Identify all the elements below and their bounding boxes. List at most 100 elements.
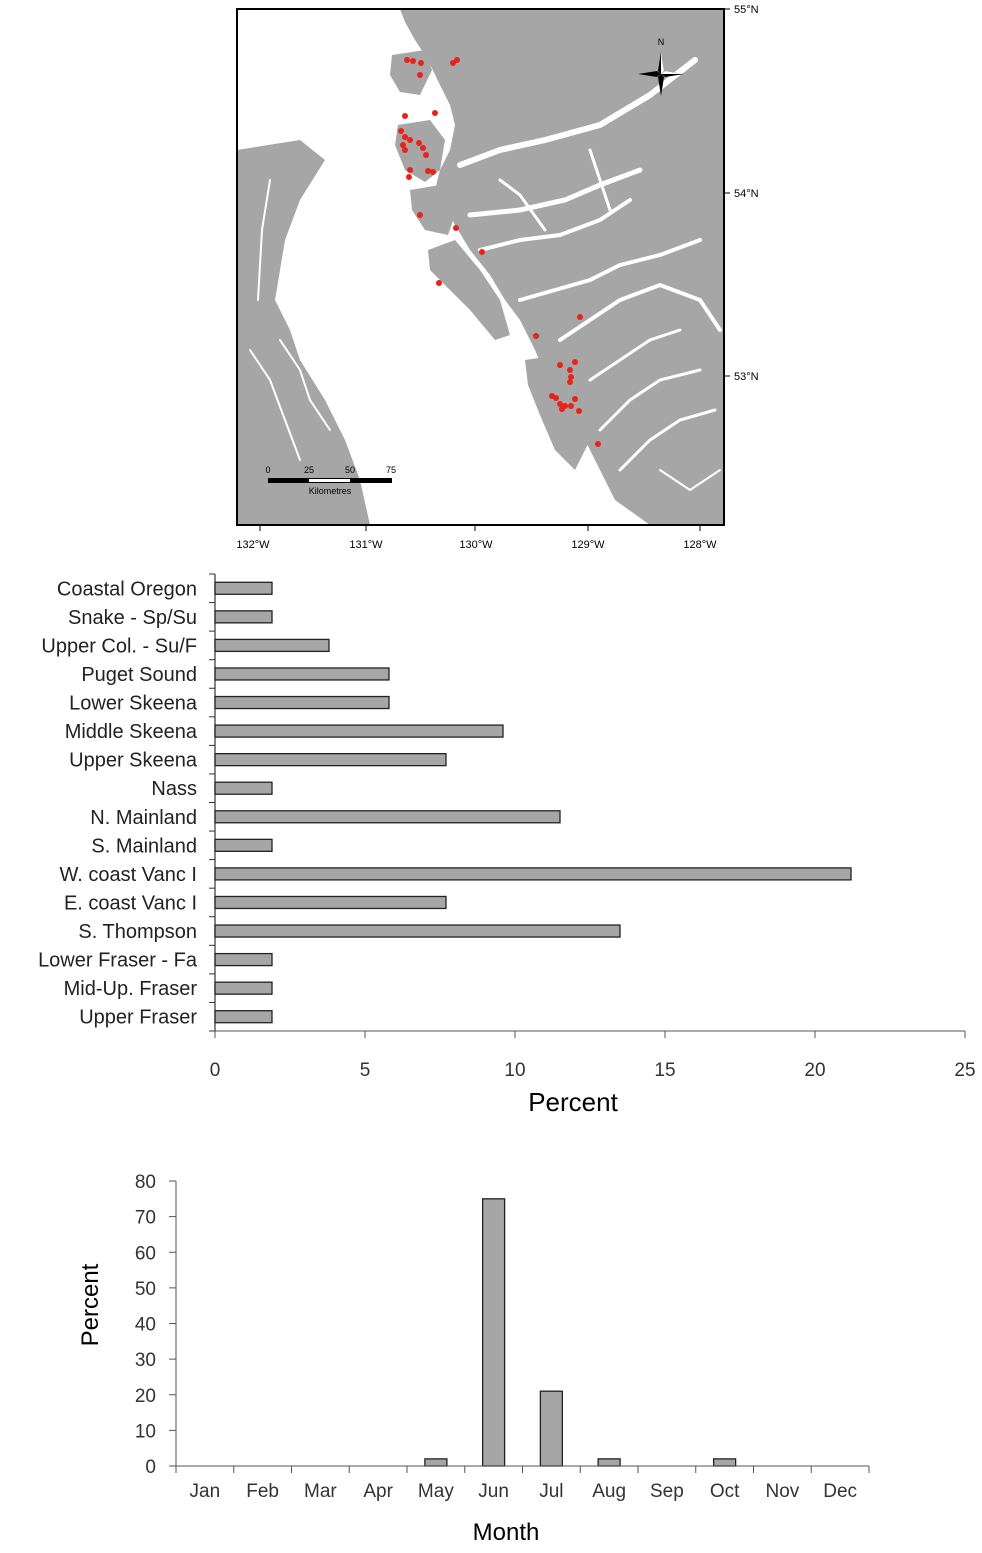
map-frame <box>236 8 725 526</box>
x-tick-label: Jul <box>539 1481 563 1502</box>
scale-unit-label: Kilometres <box>309 486 352 496</box>
x-tick-label: Nov <box>765 1481 799 1502</box>
bar-e-coast-vanc-i <box>214 895 447 910</box>
island-haida-gwaii <box>237 140 370 525</box>
mainland-landmass <box>400 9 724 525</box>
bar-puget-sound <box>214 667 390 681</box>
category-label: Upper Skeena <box>69 750 198 772</box>
x-tick-label: Jan <box>190 1481 221 1502</box>
bar-s-thompson <box>214 924 621 938</box>
category-label: Upper Col. - Su/F <box>41 635 197 657</box>
y-axis: 0 10 20 30 40 50 60 70 80 <box>135 1172 177 1478</box>
x-tick-label: 5 <box>360 1060 371 1081</box>
x-axis-title: Percent <box>528 1087 618 1117</box>
month-distribution-chart: 0 10 20 30 40 50 60 70 80 Jan Feb Mar Apr May Jun Jul A… <box>77 1172 870 1546</box>
lon-axis: 132°W 131°W 130°W 129°W 128°W <box>236 525 717 551</box>
category-labels: Coastal Oregon Snake - Sp/Su Upper Col. - … <box>38 573 216 1032</box>
map-area: N 0 25 50 75 Kilometres <box>237 9 724 525</box>
y-tick-label: 0 <box>145 1457 156 1478</box>
y-tick-label: 20 <box>135 1386 156 1407</box>
lat-label: 54°N <box>734 188 759 200</box>
bar-aug <box>597 1458 621 1467</box>
category-label: Puget Sound <box>81 664 197 686</box>
bar-oct <box>712 1458 737 1467</box>
category-label: Upper Fraser <box>79 1007 197 1029</box>
category-label: Lower Skeena <box>69 693 198 715</box>
island-porcher <box>410 185 455 235</box>
bars <box>424 1198 737 1467</box>
x-tick-label: 10 <box>504 1060 525 1081</box>
island-pitt <box>500 250 560 350</box>
category-label: N. Mainland <box>90 807 197 829</box>
compass-north-label: N <box>658 37 665 47</box>
map-figure: N 0 25 50 75 Kilometres 55°N 54°N 53°N 1… <box>236 4 759 551</box>
scale-bar: 0 25 50 75 Kilometres <box>265 465 396 496</box>
stock-composition-chart: Coastal Oregon Snake - Sp/Su Upper Col. - … <box>38 573 976 1117</box>
y-axis-title: Percent <box>77 1263 104 1346</box>
category-label: Lower Fraser - Fa <box>38 950 198 972</box>
x-tick-label: 20 <box>804 1060 825 1081</box>
bar-upper-fraser <box>214 1010 273 1024</box>
lon-label: 128°W <box>683 539 717 551</box>
lon-label: 130°W <box>459 539 493 551</box>
x-tick-label: 0 <box>210 1060 221 1081</box>
y-tick-label: 30 <box>135 1350 156 1371</box>
y-tick-label: 60 <box>135 1243 156 1264</box>
category-label: Nass <box>151 778 197 800</box>
x-axis-title: Month <box>473 1519 540 1546</box>
category-label: W. coast Vanc I <box>60 864 197 886</box>
lon-label: 131°W <box>349 539 383 551</box>
y-tick-label: 10 <box>135 1421 156 1442</box>
bar-upper-skeena <box>214 753 447 767</box>
lon-label: 132°W <box>236 539 270 551</box>
sample-points <box>398 57 601 447</box>
bar-w-coast-vanc-i <box>214 867 852 881</box>
x-tick-label: Mar <box>304 1481 337 1502</box>
x-tick-label: Feb <box>246 1481 279 1502</box>
bar-upper-col-su-f <box>214 638 330 653</box>
category-label: S. Mainland <box>91 835 197 857</box>
category-label: S. Thompson <box>78 921 197 943</box>
x-axis: Jan Feb Mar Apr May Jun Jul Aug Sep Oct Nov Dec <box>175 1465 870 1502</box>
lat-axis: 55°N 54°N 53°N <box>724 4 759 383</box>
bar-middle-skeena <box>214 724 504 738</box>
bar-s-mainland <box>214 838 273 852</box>
x-tick-label: Aug <box>592 1481 626 1502</box>
category-label: Mid-Up. Fraser <box>64 978 198 1000</box>
x-tick-label: Oct <box>710 1481 740 1502</box>
scale-tick-label: 75 <box>386 465 396 475</box>
x-tick-label: May <box>418 1481 454 1502</box>
scale-tick-label: 50 <box>345 465 355 475</box>
y-tick-label: 50 <box>135 1279 156 1300</box>
water-channels <box>249 57 722 492</box>
x-axis: 0 5 10 15 20 25 <box>210 1030 976 1081</box>
compass-rose-icon <box>638 52 684 96</box>
bar-nass <box>214 781 273 795</box>
y-tick-label: 70 <box>135 1208 156 1229</box>
lat-label: 53°N <box>734 371 759 383</box>
x-tick-label: Dec <box>823 1481 857 1502</box>
island-banks <box>428 240 510 340</box>
scale-tick-label: 0 <box>265 465 270 475</box>
island-princess-royal <box>525 355 590 470</box>
category-label: Snake - Sp/Su <box>68 607 197 629</box>
bar-mid-up-fraser <box>214 981 273 995</box>
bar-n-mainland <box>214 810 561 824</box>
x-tick-label: Sep <box>650 1481 684 1502</box>
category-label: Coastal Oregon <box>57 578 197 600</box>
bar-may <box>424 1458 448 1467</box>
lat-label: 55°N <box>734 4 759 16</box>
x-tick-label: Jun <box>478 1481 509 1502</box>
bar-lower-skeena <box>214 695 390 710</box>
bar-lower-fraser-fa <box>214 952 273 967</box>
category-label: E. coast Vanc I <box>64 892 197 914</box>
bar-coastal-oregon <box>214 581 273 595</box>
bars <box>214 581 852 1024</box>
x-tick-label: Apr <box>363 1481 393 1502</box>
scale-tick-label: 25 <box>304 465 314 475</box>
y-tick-label: 40 <box>135 1315 156 1336</box>
bar-snake-sp-su <box>214 610 273 624</box>
bar-jul <box>539 1390 564 1467</box>
category-label: Middle Skeena <box>65 721 198 743</box>
lon-label: 129°W <box>571 539 605 551</box>
